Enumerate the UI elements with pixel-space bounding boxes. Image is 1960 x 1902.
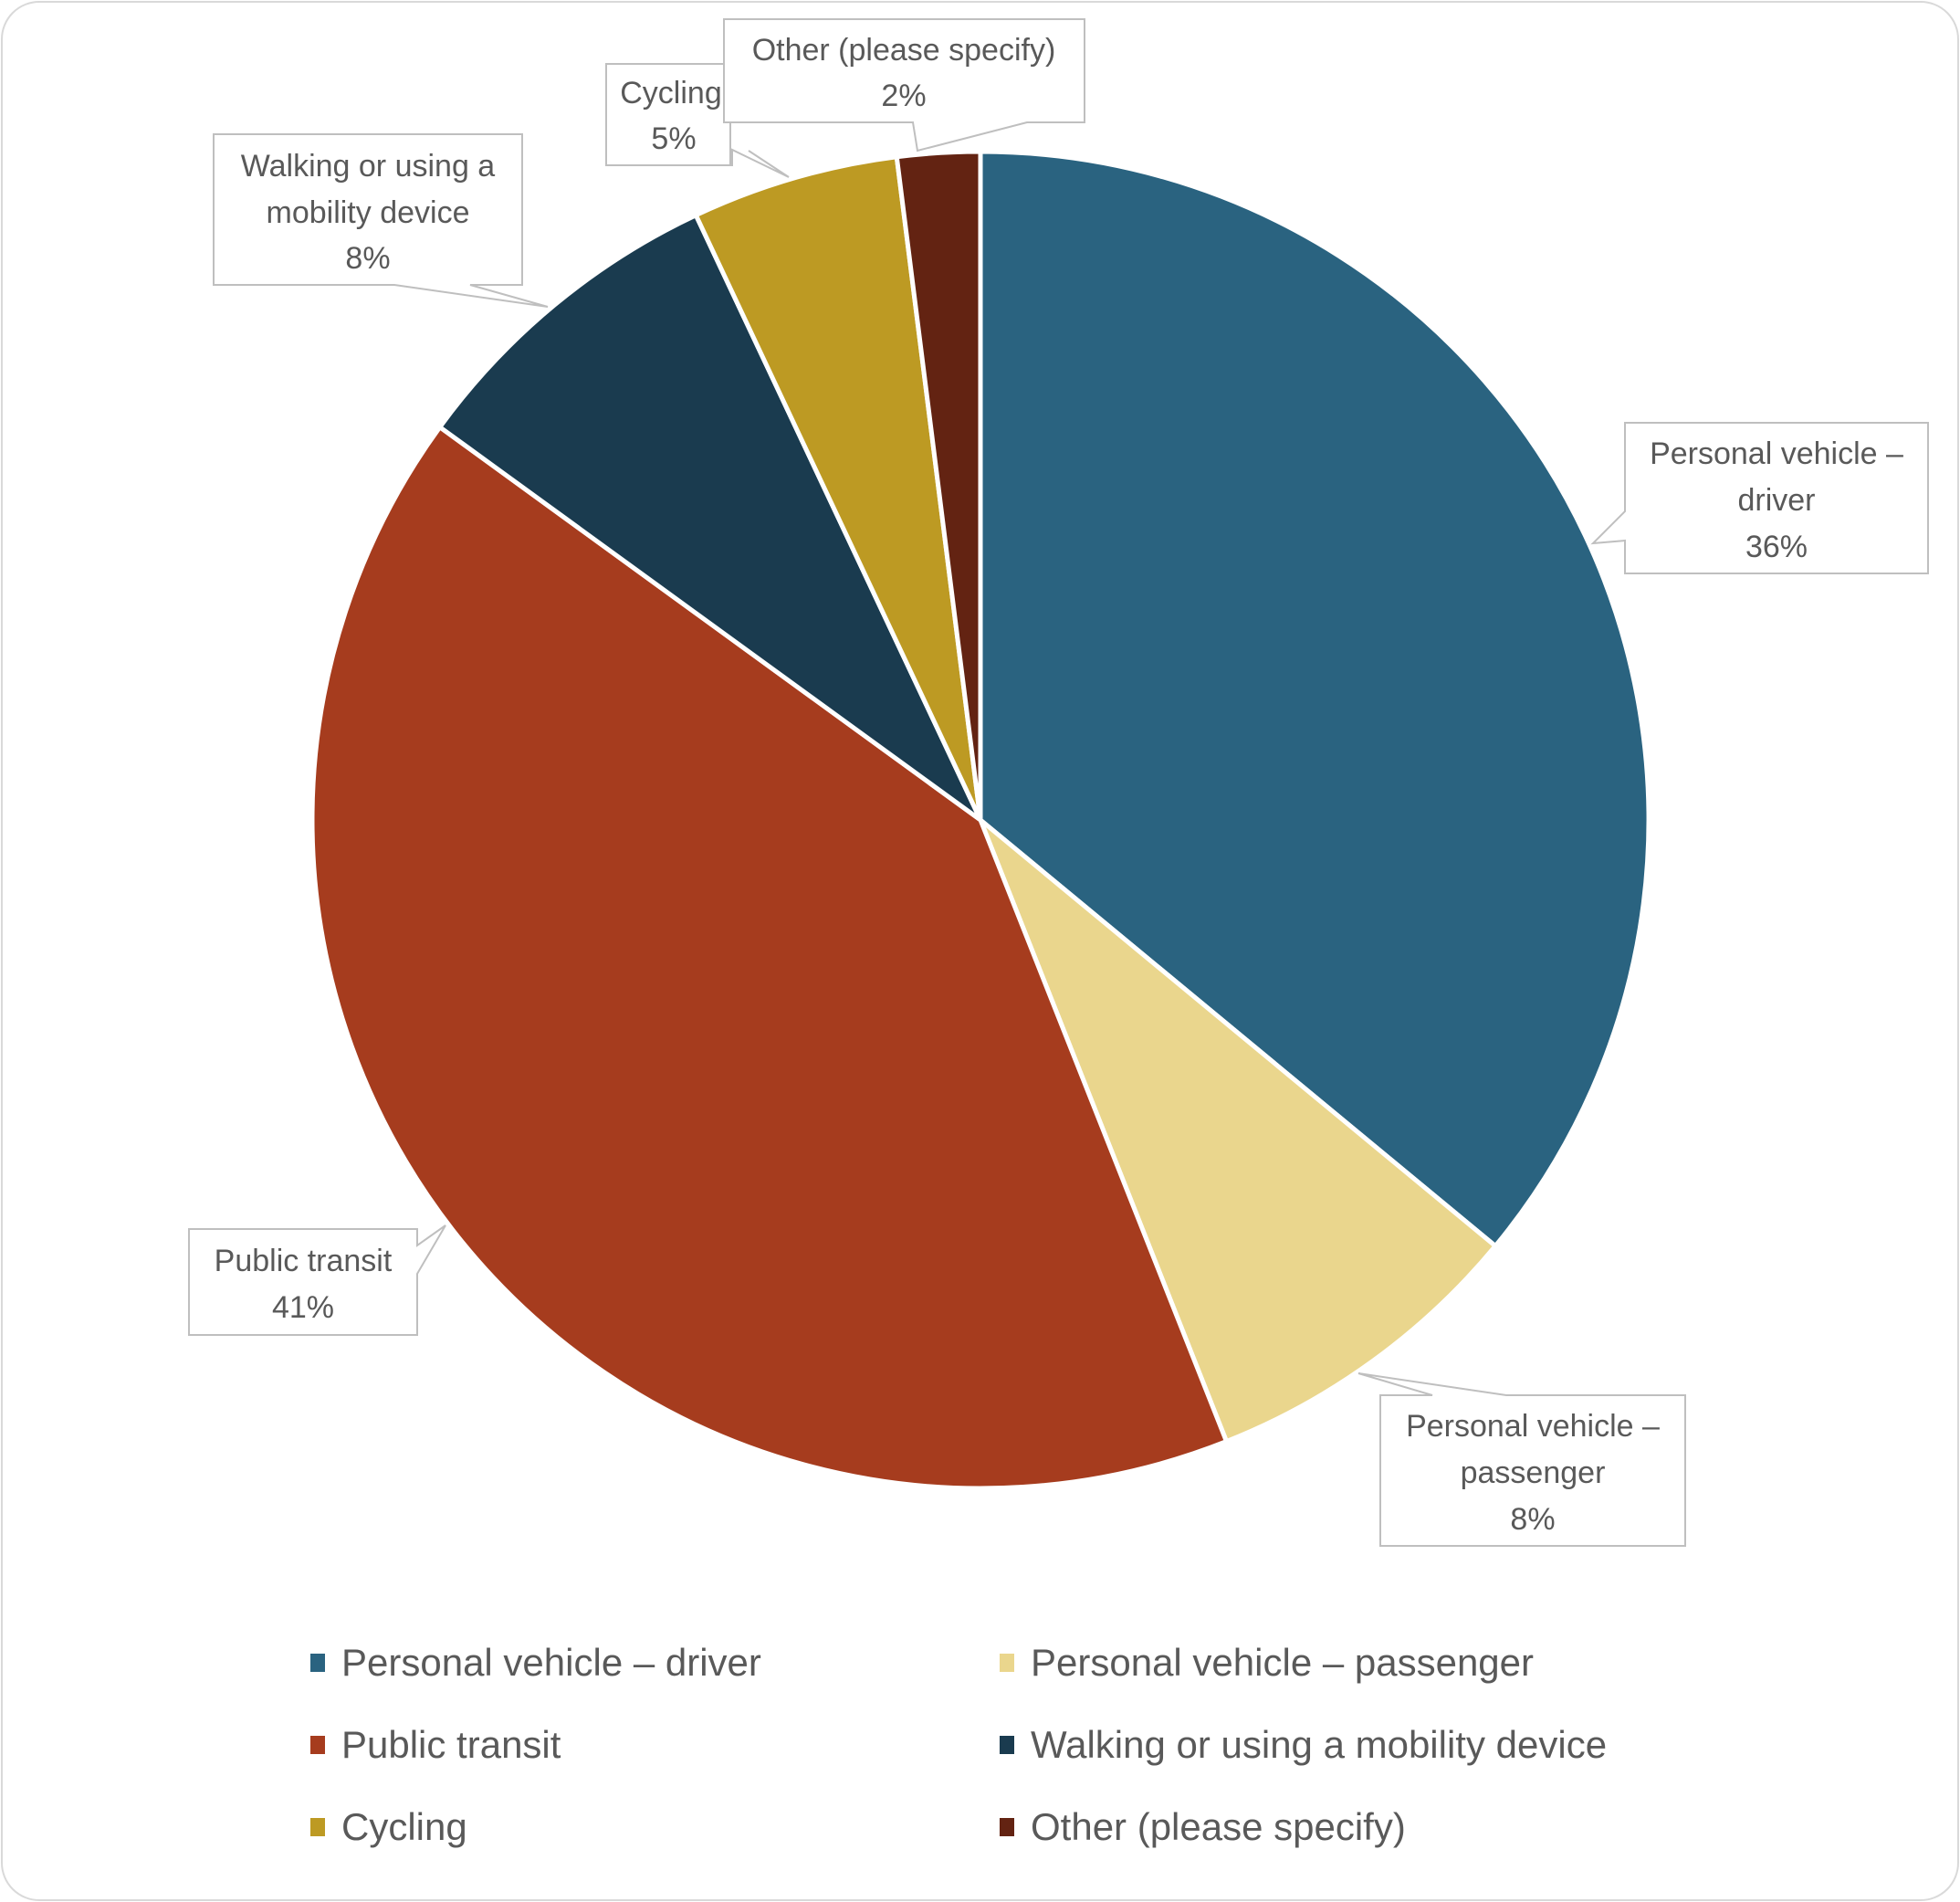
legend-swatch — [1000, 1818, 1014, 1836]
data-label-transit: Public transit 41% — [188, 1224, 446, 1336]
pie-slice-cycling — [693, 154, 983, 823]
legend-item-passenger: Personal vehicle – passenger — [1000, 1641, 1730, 1684]
svg-text:mobility device: mobility device — [267, 195, 470, 230]
svg-text:Cycling: Cycling — [620, 76, 721, 110]
svg-text:5%: 5% — [651, 121, 696, 156]
svg-text:driver: driver — [1737, 483, 1815, 518]
svg-text:Other (please specify): Other (please specify) — [752, 33, 1056, 68]
legend-swatch — [1000, 1654, 1014, 1672]
svg-text:2%: 2% — [881, 79, 926, 113]
svg-text:Walking or using a: Walking or using a — [241, 149, 496, 184]
legend-label: Other (please specify) — [1031, 1805, 1406, 1848]
legend-swatch — [310, 1654, 325, 1672]
legend-label: Cycling — [341, 1805, 467, 1848]
legend-label: Walking or using a mobility device — [1031, 1723, 1608, 1766]
data-label-passenger: Personal vehicle – passenger 8% — [1357, 1372, 1686, 1547]
pie-slice-driver — [978, 149, 1651, 1249]
legend-swatch — [1000, 1736, 1014, 1754]
svg-text:41%: 41% — [272, 1290, 334, 1325]
svg-text:Personal vehicle –: Personal vehicle – — [1650, 436, 1903, 471]
data-label-walking: Walking or using a mobility device 8% — [213, 133, 549, 308]
pie-slice-passenger — [978, 817, 1498, 1445]
legend-label: Personal vehicle – passenger — [1031, 1641, 1535, 1684]
legend-item-driver: Personal vehicle – driver — [310, 1641, 1000, 1684]
svg-text:36%: 36% — [1745, 530, 1808, 564]
data-label-other: Other (please specify) 2% — [723, 18, 1085, 152]
legend-swatch — [310, 1818, 325, 1836]
legend-label: Public transit — [341, 1723, 561, 1766]
legend-item-transit: Public transit — [310, 1723, 1000, 1766]
legend-item-other: Other (please specify) — [1000, 1805, 1730, 1848]
legend-label: Personal vehicle – driver — [341, 1641, 761, 1684]
svg-text:8%: 8% — [345, 241, 390, 276]
svg-text:Personal vehicle –: Personal vehicle – — [1406, 1409, 1660, 1444]
chart-legend: Personal vehicle – driver Personal vehic… — [310, 1641, 1735, 1848]
data-label-cycling: Cycling 5% — [605, 63, 790, 178]
legend-swatch — [310, 1736, 325, 1754]
legend-item-cycling: Cycling — [310, 1805, 1000, 1848]
pie-slice-other — [894, 149, 983, 823]
pie-slice-walking — [437, 213, 983, 823]
data-label-driver: Personal vehicle – driver 36% — [1590, 422, 1929, 574]
svg-text:8%: 8% — [1510, 1502, 1555, 1537]
pie-slice-transit — [309, 425, 1229, 1491]
svg-text:Public transit: Public transit — [215, 1244, 393, 1278]
legend-item-walking: Walking or using a mobility device — [1000, 1723, 1730, 1766]
svg-text:passenger: passenger — [1461, 1455, 1606, 1490]
